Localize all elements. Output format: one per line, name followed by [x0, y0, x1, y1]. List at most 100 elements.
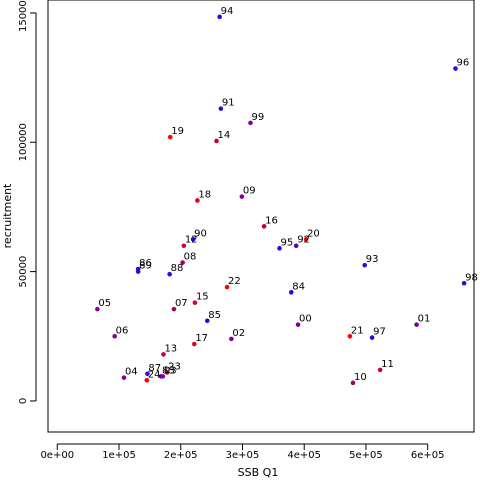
point-label: 04: [125, 367, 138, 378]
data-point: [161, 352, 166, 357]
point-label: 08: [184, 252, 197, 263]
data-point: [295, 322, 301, 327]
x-tick-label: 0e+00: [40, 450, 74, 461]
y-tick-label: 0: [18, 398, 29, 404]
point-label: 97: [373, 327, 386, 338]
plot-box: [47, 0, 475, 433]
point-label: 95: [281, 237, 294, 248]
point-label: 84: [292, 281, 305, 292]
point-label: 85: [208, 310, 221, 321]
point-label: 91: [222, 98, 235, 109]
data-point: [145, 371, 150, 377]
point-label: 18: [198, 189, 211, 200]
point-label: 05: [98, 298, 111, 309]
point-label: 13: [164, 343, 177, 354]
point-label: 12: [185, 235, 198, 246]
y-axis-title: recruitment: [1, 183, 14, 248]
point-label: 01: [418, 314, 431, 325]
data-points: [95, 14, 467, 386]
data-point: [347, 333, 353, 339]
point-label: 98: [465, 272, 478, 283]
data-point: [214, 138, 219, 144]
point-label: 22: [228, 276, 241, 287]
point-label: 10: [354, 372, 367, 383]
point-label: 16: [265, 215, 278, 226]
point-label: 07: [175, 298, 188, 309]
x-axis-title: SSB Q1: [238, 466, 279, 479]
point-label: 20: [307, 228, 320, 239]
y-axis: 0 50000 100000 150000: [18, 0, 37, 404]
data-point: [190, 236, 196, 242]
data-point: [181, 243, 187, 249]
x-tick-label: 3e+05: [226, 450, 260, 461]
point-label: 19: [171, 126, 184, 137]
y-tick-label: 50000: [18, 256, 29, 288]
point-label: 88: [171, 263, 184, 274]
x-tick-label: 1e+05: [102, 450, 136, 461]
data-point: [261, 224, 267, 229]
y-tick-label: 100000: [18, 123, 29, 161]
data-point: [121, 375, 127, 380]
data-point: [414, 322, 419, 327]
data-point: [112, 333, 117, 339]
data-point: [171, 306, 177, 312]
point-label: 99: [252, 112, 265, 123]
point-label: 83: [162, 365, 175, 376]
data-point: [277, 246, 282, 251]
point-label: 14: [218, 130, 231, 141]
point-label: 09: [243, 186, 256, 197]
data-point: [239, 194, 245, 199]
data-point: [135, 269, 141, 274]
data-point: [288, 290, 294, 295]
data-point: [204, 318, 210, 324]
point-label: 02: [232, 328, 245, 339]
data-point: [303, 236, 309, 242]
x-tick-label: 2e+05: [164, 450, 198, 461]
data-point: [160, 374, 166, 379]
point-label: 17: [195, 333, 208, 344]
point-label: 89: [139, 261, 152, 272]
data-point: [218, 106, 224, 111]
point-label: 87: [148, 363, 161, 374]
data-point: [167, 134, 173, 140]
data-point: [461, 280, 467, 286]
data-point: [248, 120, 253, 126]
point-label: 94: [221, 6, 234, 17]
point-label: 93: [366, 254, 379, 265]
data-point: [192, 300, 198, 305]
data-point: [195, 198, 200, 203]
data-point: [377, 367, 383, 373]
point-label: 23: [168, 362, 181, 373]
data-point: [180, 260, 185, 265]
data-point: [144, 377, 150, 383]
data-point: [229, 336, 234, 342]
x-tick-label: 4e+05: [287, 450, 321, 461]
data-point: [293, 243, 299, 249]
point-label: 15: [196, 292, 209, 303]
y-tick-label: 150000: [18, 0, 29, 32]
point-label: 06: [116, 325, 129, 336]
data-point: [453, 66, 458, 71]
data-point: [167, 271, 172, 277]
point-label: 11: [381, 359, 394, 370]
data-point: [217, 14, 222, 20]
x-tick-label: 5e+05: [349, 450, 383, 461]
data-point: [95, 306, 100, 312]
x-tick-label: 6e+05: [411, 450, 445, 461]
point-label: 21: [351, 325, 364, 336]
point-label: 24: [148, 369, 161, 380]
point-label: 86: [139, 258, 152, 269]
point-label: 96: [456, 58, 469, 69]
data-point: [224, 284, 230, 290]
data-point: [362, 262, 368, 268]
data-point: [164, 370, 170, 375]
data-point: [350, 380, 356, 386]
x-axis: 0e+00 1e+05 2e+05 3e+05 4e+05 5e+05 6e+05: [40, 443, 445, 461]
data-point: [192, 341, 197, 347]
point-label: 90: [194, 228, 207, 239]
point-label: 00: [299, 314, 312, 325]
point-label: 92: [297, 235, 310, 246]
point-label: 03: [164, 365, 177, 376]
